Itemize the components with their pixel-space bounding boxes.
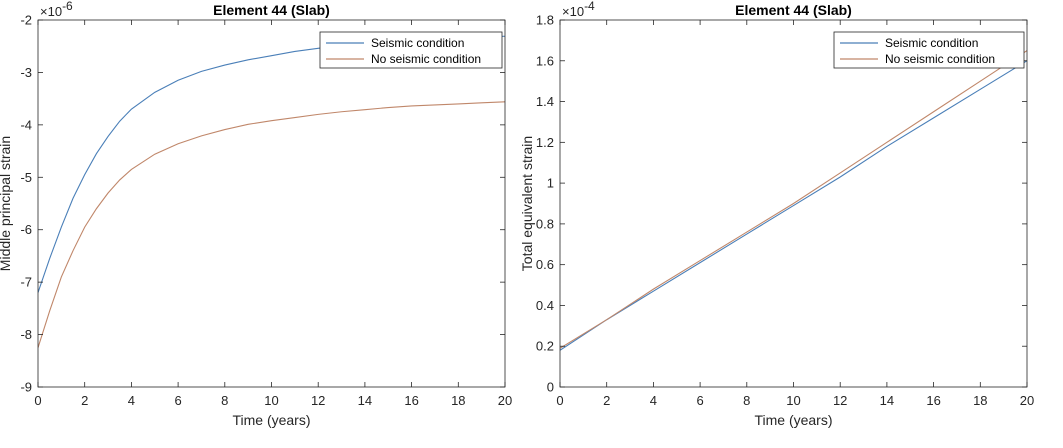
chart-2-x-tick-label: 16: [926, 393, 940, 408]
chart-1-x-axis-label: Time (years): [232, 412, 310, 428]
chart-2-series-line-2: [560, 50, 1027, 349]
chart-1-legend-label-2: No seismic condition: [371, 52, 481, 66]
chart-1-y-tick-label: -4: [20, 117, 32, 132]
chart-1-x-tick-label: 18: [451, 393, 465, 408]
chart-1-x-tick-label: 12: [311, 393, 325, 408]
chart-1-y-tick-label: -7: [20, 275, 32, 290]
chart-2-x-tick-label: 12: [833, 393, 847, 408]
chart-1-x-tick-label: 10: [264, 393, 278, 408]
chart-2-y-tick-label: 0.2: [536, 339, 554, 354]
chart-2-axes: 0 2 4 6 8 10 12 14 16 18 20 0 0.2 0.4 0.6 0.8 1 1.2 1.4 1.6…: [519, 0, 1034, 428]
chart-2-y-axis-label: Total equivalent strain: [519, 136, 535, 271]
chart-2-legend-label-2: No seismic condition: [885, 52, 995, 66]
chart-1-legend-box: [319, 31, 503, 69]
chart-2-x-tick-label: 14: [880, 393, 894, 408]
chart-1-axes: 0 2 4 6 8 10 12 14 16 18 20-9-8-7-6-5-4-3-2×10-6 El…: [0, 0, 512, 428]
chart-1-y-axis-label: Middle principal strain: [0, 136, 13, 271]
chart-1-legend: Seismic condition No seismic condition: [319, 31, 503, 69]
chart-2-x-tick-label: 18: [973, 393, 987, 408]
chart-2-y-tick-label: 1.8: [536, 13, 554, 28]
chart-1-y-tick-label: -3: [20, 65, 32, 80]
chart-2-legend-label-1: Seismic condition: [885, 36, 978, 50]
chart-2-x-tick-label: 6: [696, 393, 703, 408]
chart-1-x-tick-label: 8: [221, 393, 228, 408]
chart-2-y-tick-label: 1.2: [536, 135, 554, 150]
chart-2-exponent-power: -4: [584, 0, 595, 13]
chart-2-y-tick-label: 0: [547, 380, 554, 395]
chart-2-x-axis-label: Time (years): [754, 412, 832, 428]
chart-1-y-tick-label: -9: [20, 380, 32, 395]
chart-1-plot-area: [38, 20, 505, 387]
chart-2-y-tick-label: 1.4: [536, 94, 554, 109]
chart-1-x-tick-label: 4: [128, 393, 135, 408]
chart-2-y-tick-label: 0.8: [536, 216, 554, 231]
chart-1-exponent-power: -6: [62, 0, 73, 13]
chart-2-x-tick-label: 8: [743, 393, 750, 408]
chart-2-axis-exponent: ×10-4: [562, 0, 595, 19]
chart-2-x-tick-label: 10: [786, 393, 800, 408]
chart-2-legend-box: [833, 31, 1025, 69]
chart-1-y-tick-label: -6: [20, 222, 32, 237]
chart-2-exponent-base: ×10: [562, 4, 584, 19]
chart-1-y-tick-label: -5: [20, 170, 32, 185]
chart-2-legend: Seismic condition No seismic condition: [833, 31, 1025, 69]
chart-2-y-tick-label: 0.6: [536, 257, 554, 272]
chart-1-y-tick-label: -2: [20, 13, 32, 28]
chart-1-legend-label-1: Seismic condition: [371, 36, 464, 50]
chart-1-y-tick-label: -8: [20, 327, 32, 342]
chart-1-axis-exponent: ×10-6: [40, 0, 73, 19]
chart-2-y-tick-label: 1.6: [536, 53, 554, 68]
chart-2-y-tick-label: 0.4: [536, 298, 554, 313]
chart-1-title: Element 44 (Slab): [213, 2, 330, 18]
chart-1-x-tick-label: 20: [498, 393, 512, 408]
chart-1-x-tick-label: 0: [34, 393, 41, 408]
chart-1-x-tick-label: 2: [81, 393, 88, 408]
chart-2-x-tick-label: 0: [556, 393, 563, 408]
chart-2-series-line-1: [560, 60, 1027, 351]
chart-1-series-line-2: [38, 101, 505, 348]
chart-2-title: Element 44 (Slab): [735, 2, 852, 18]
chart-2-y-tick-label: 1: [547, 176, 554, 191]
chart-2-x-tick-label: 20: [1020, 393, 1034, 408]
chart-1-x-tick-label: 6: [174, 393, 181, 408]
chart-2-x-tick-label: 4: [650, 393, 657, 408]
chart-1-exponent-base: ×10: [40, 4, 62, 19]
chart-2-x-tick-label: 2: [603, 393, 610, 408]
chart-1-x-tick-label: 16: [404, 393, 418, 408]
chart-1-x-tick-label: 14: [358, 393, 372, 408]
